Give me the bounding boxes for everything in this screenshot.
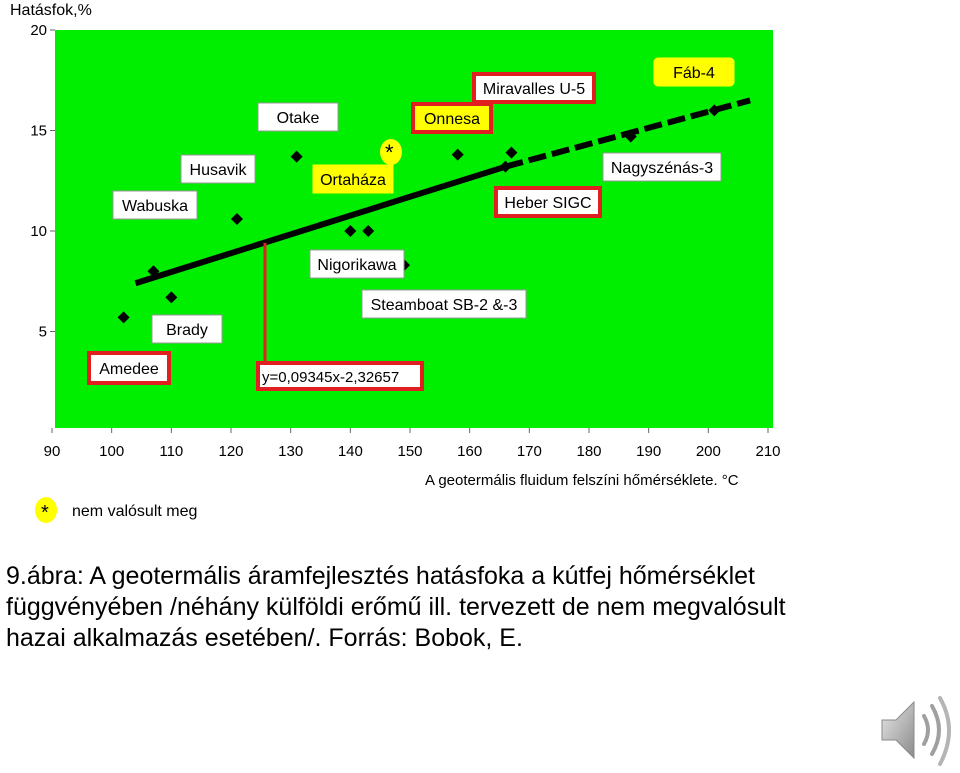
x-tick-label: 200 — [696, 443, 721, 460]
y-axis-title: Hatásfok,% — [10, 2, 92, 19]
label-miravalles-text: Miravalles U-5 — [483, 81, 585, 98]
legend-star-marker — [35, 497, 57, 523]
y-tick-label: 15 — [30, 123, 47, 140]
legend-star-glyph: * — [41, 502, 49, 524]
data-point — [230, 212, 243, 225]
label-fab4: Fáb-4 — [653, 57, 735, 87]
x-tick-label: 130 — [278, 443, 303, 460]
label-steamboat: Steamboat SB-2 &-3 — [361, 289, 527, 319]
label-husavik: Husavik — [180, 154, 256, 184]
x-tick-label: 140 — [338, 443, 363, 460]
equation-text: y=0,09345x-2,32657 — [262, 369, 399, 386]
x-axis-title: A geotermális fluidum felszíni hőmérsékl… — [425, 472, 739, 489]
label-miravalles: Miravalles U-5 — [472, 72, 596, 104]
data-point — [624, 130, 637, 143]
label-ortahaza-text: Ortaháza — [320, 172, 386, 189]
label-amedee-box — [87, 351, 171, 385]
chart: Hatásfok,% 90 100 110 120 130 140 150 160 170 180… — [10, 2, 781, 524]
x-tick-label: 190 — [636, 443, 661, 460]
legend: * nem valósult meg — [35, 497, 197, 524]
data-point — [499, 160, 512, 173]
caption-line-3: hazai alkalmazás esetében/. Forrás: Bobo… — [6, 624, 523, 652]
label-steamboat-box — [361, 289, 527, 319]
x-tick-label: 180 — [576, 443, 601, 460]
label-onnesa: Onnesa — [411, 102, 493, 134]
data-point — [451, 148, 464, 161]
label-wabuska: Wabuska — [112, 190, 198, 220]
star-marker-glyph: * — [385, 140, 394, 165]
label-onnesa-box — [411, 102, 493, 134]
label-nigorikawa: Nigorikawa — [309, 249, 405, 279]
label-nagyszenas-box — [602, 152, 722, 182]
label-steamboat-text: Steamboat SB-2 &-3 — [371, 297, 518, 314]
label-miravalles-box — [472, 72, 596, 104]
data-point — [505, 146, 518, 159]
label-husavik-text: Husavik — [190, 162, 248, 179]
label-heber: Heber SIGC — [494, 186, 602, 218]
x-tick-label: 160 — [457, 443, 482, 460]
data-point — [290, 150, 303, 163]
equation-label: y=0,09345x-2,32657 — [256, 361, 424, 391]
label-fab4-text: Fáb-4 — [673, 65, 715, 82]
star-marker-bg — [380, 139, 402, 165]
x-tick-label: 100 — [99, 443, 124, 460]
legend-label: nem valósult meg — [72, 503, 197, 520]
x-tick-label: 170 — [517, 443, 542, 460]
label-otake-box — [257, 102, 339, 132]
caption-line-2: függvényében /néhány külföldi erőmű ill.… — [6, 593, 786, 621]
label-amedee: Amedee — [87, 351, 171, 385]
x-tick-label: 120 — [218, 443, 243, 460]
label-brady-text: Brady — [166, 322, 208, 339]
label-brady-box — [151, 314, 223, 344]
label-onnesa-text: Onnesa — [424, 111, 480, 128]
x-tick-label: 110 — [159, 443, 183, 460]
trend-line-solid — [134, 163, 507, 287]
label-brady: Brady — [151, 314, 223, 344]
y-tick-label: 10 — [30, 223, 47, 240]
label-heber-box — [494, 186, 602, 218]
label-otake: Otake — [257, 102, 339, 132]
label-fab4-box — [653, 57, 735, 87]
label-husavik-box — [180, 154, 256, 184]
label-otake-text: Otake — [277, 110, 320, 127]
caption-line-1: 9.ábra: A geotermális áramfejlesztés hat… — [6, 562, 755, 590]
label-heber-text: Heber SIGC — [504, 195, 591, 212]
label-wabuska-text: Wabuska — [122, 198, 188, 215]
x-tick-label: 210 — [755, 443, 780, 460]
figure-caption: 9.ábra: A geotermális áramfejlesztés hat… — [6, 561, 956, 654]
x-tick-label: 90 — [44, 443, 61, 460]
y-tick-label: 5 — [39, 324, 47, 341]
label-wabuska-box — [112, 190, 198, 220]
speaker-icon[interactable] — [876, 692, 956, 772]
label-nigorikawa-text: Nigorikawa — [317, 257, 396, 274]
x-tick-label: 150 — [397, 443, 422, 460]
label-nagyszenas-text: Nagyszénás-3 — [611, 160, 713, 177]
data-point — [362, 225, 375, 237]
data-point — [708, 104, 721, 117]
label-nigorikawa-box — [309, 249, 405, 279]
data-point — [165, 291, 178, 304]
equation-box — [256, 361, 424, 391]
label-nagyszenas: Nagyszénás-3 — [602, 152, 722, 182]
data-point — [147, 265, 160, 278]
data-point — [344, 225, 357, 237]
data-point — [117, 311, 130, 324]
star-marker: * — [380, 139, 402, 165]
label-amedee-text: Amedee — [99, 361, 159, 378]
label-ortahaza-box — [312, 164, 394, 194]
y-tick-label: 20 — [30, 22, 47, 39]
label-ortahaza: Ortaháza — [312, 164, 394, 194]
